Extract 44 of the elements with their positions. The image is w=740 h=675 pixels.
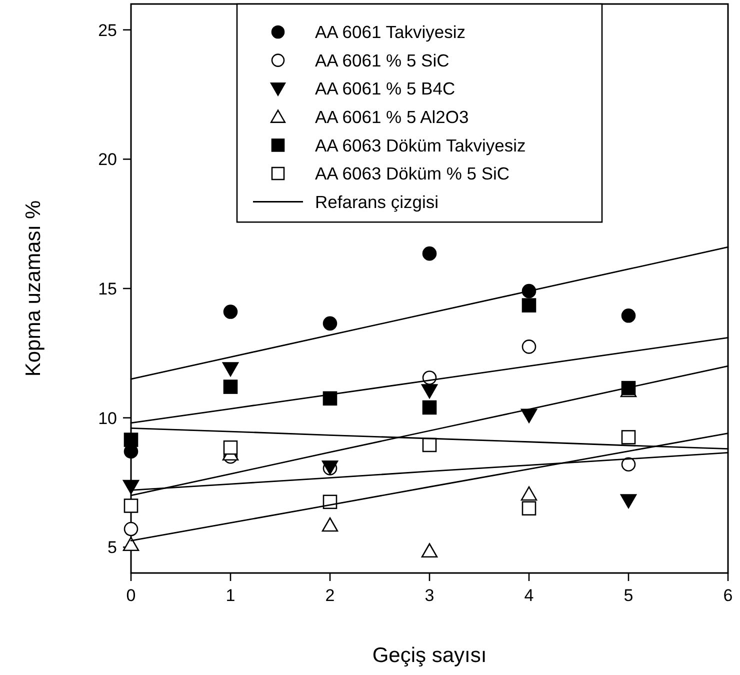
x-tick-label: 0	[126, 586, 136, 605]
point	[223, 380, 238, 394]
point	[522, 298, 536, 312]
point	[223, 304, 238, 319]
point	[122, 536, 140, 552]
x-tick-label: 4	[524, 586, 534, 605]
y-tick-label: 25	[98, 20, 117, 40]
point	[621, 308, 636, 323]
x-axis-title: Geçiş sayısı	[372, 644, 487, 667]
y-axis-title: Kopma uzaması %	[22, 200, 45, 377]
point	[222, 362, 239, 376]
point	[522, 340, 536, 354]
y-tick-label: 5	[108, 538, 117, 558]
point	[520, 486, 538, 501]
point	[124, 522, 138, 536]
point	[522, 501, 536, 516]
x-tick-label: 6	[723, 586, 733, 605]
point	[620, 494, 637, 508]
legend-label: AA 6063 Döküm Takviyesiz	[315, 135, 526, 156]
point	[124, 498, 138, 513]
point	[124, 432, 138, 447]
legend-label: AA 6063 Döküm % 5 SiC	[315, 164, 510, 184]
x-tick-label: 2	[325, 586, 335, 605]
point	[421, 543, 438, 558]
legend-label: AA 6061 % 5 SiC	[315, 50, 450, 70]
point	[421, 384, 438, 398]
y-tick-label: 10	[98, 408, 117, 428]
legend-label: AA 6061 % 5 Al2O3	[315, 107, 469, 128]
point	[223, 440, 238, 455]
x-tick-label: 3	[424, 586, 434, 605]
point	[422, 246, 437, 261]
legend-label: AA 6061 Takviyesiz	[315, 22, 466, 42]
x-tick-label: 1	[226, 586, 236, 605]
point	[621, 430, 636, 444]
point	[422, 400, 437, 415]
legend-label: Refarans çizgisi	[315, 192, 439, 212]
point	[322, 517, 338, 532]
y-tick-label: 15	[98, 279, 117, 298]
x-tick-label: 5	[624, 586, 634, 605]
point	[520, 408, 538, 424]
point	[322, 316, 338, 331]
point	[122, 480, 140, 494]
legend-label: AA 6061 % 5 B4C	[315, 78, 456, 99]
y-tick-label: 20	[98, 150, 117, 170]
